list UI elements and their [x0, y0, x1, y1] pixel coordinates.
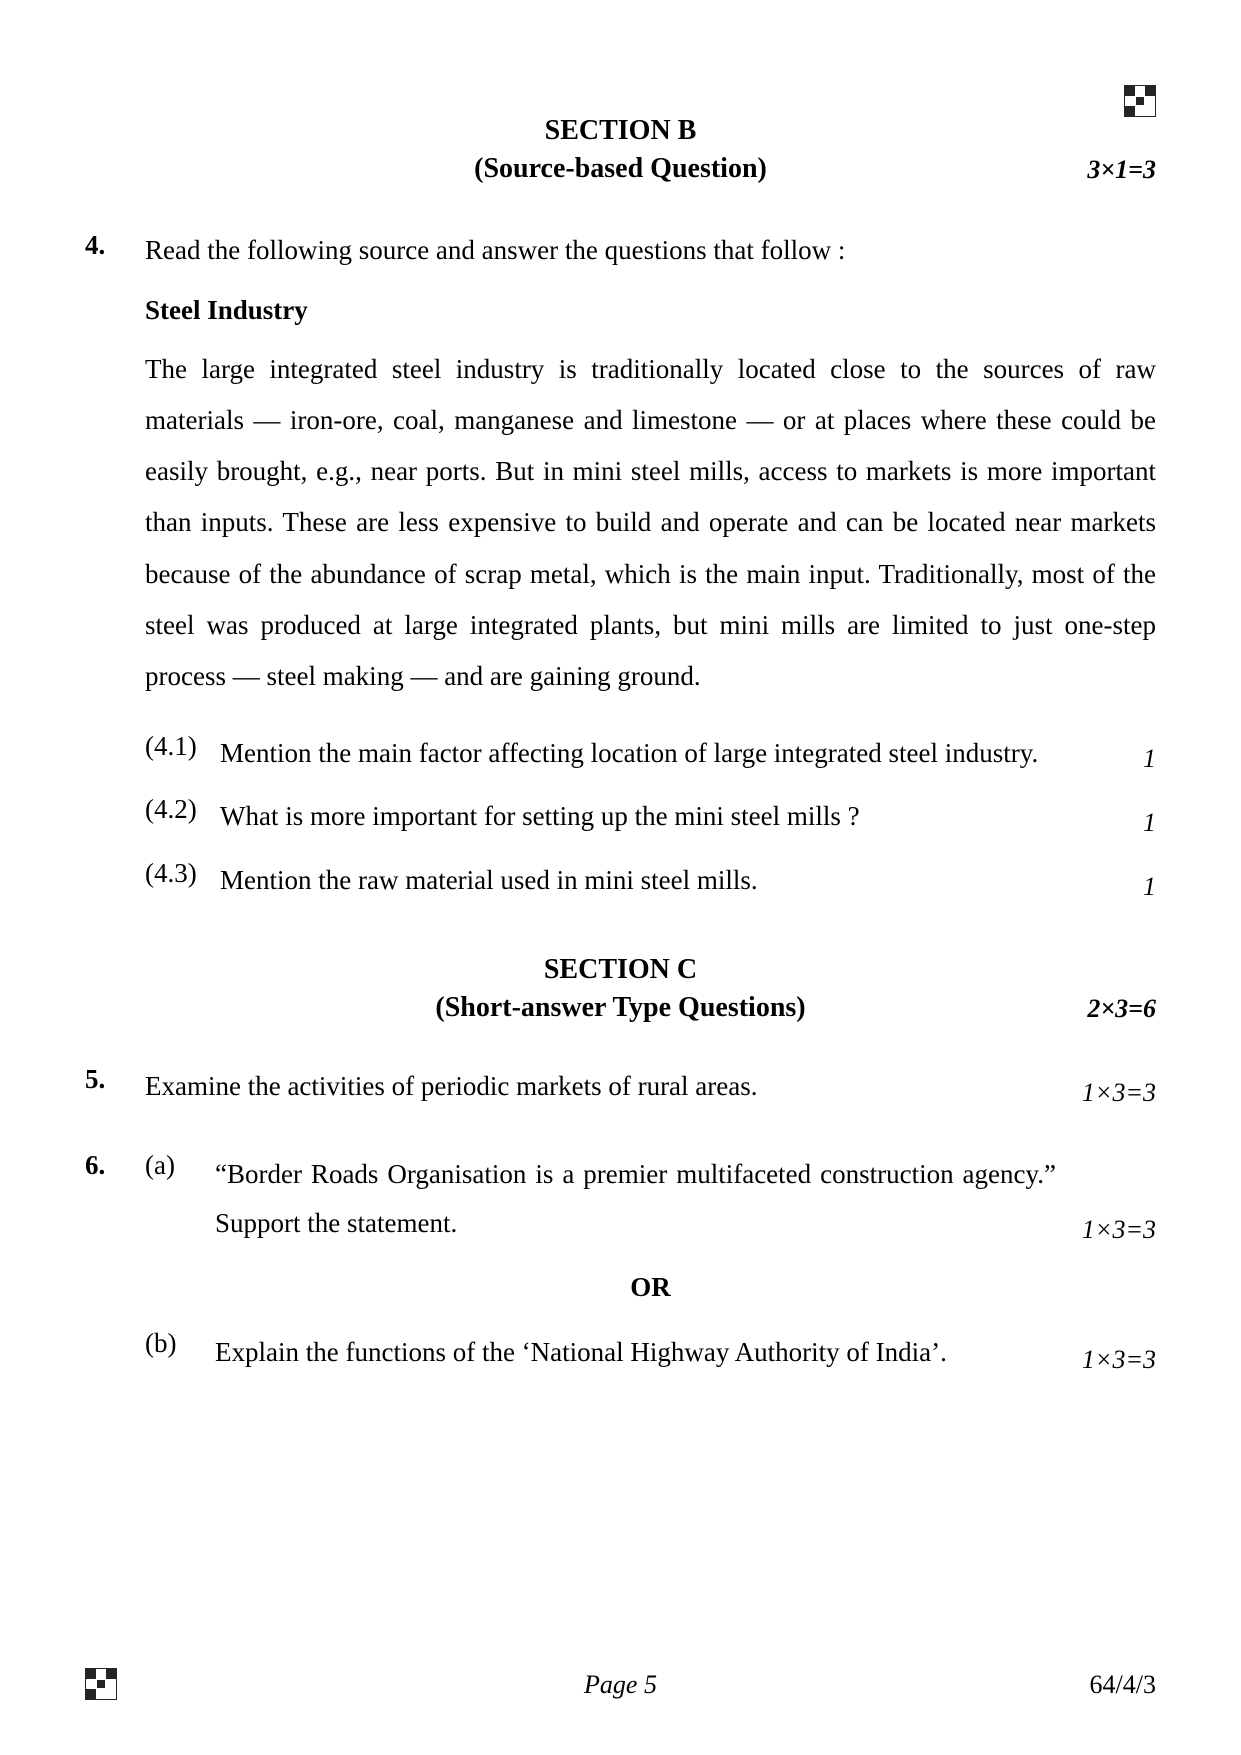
page-number: Page 5 [584, 1670, 657, 1700]
question-6-b-opt: (b) [145, 1328, 215, 1377]
section-b-marks: 3×1=3 [1087, 155, 1156, 185]
question-5-text: Examine the activities of periodic marke… [145, 1064, 1156, 1110]
sub-question-4-3-num: (4.3) [145, 858, 220, 904]
question-6-a-text: “Border Roads Organisation is a premier … [215, 1150, 1156, 1247]
sub-question-4-2-text: What is more important for setting up th… [220, 794, 1156, 840]
question-6-b-mark: 1×3=3 [1082, 1345, 1156, 1375]
question-4-passage: The large integrated steel industry is t… [145, 344, 1156, 703]
question-6-b-text: Explain the functions of the ‘National H… [215, 1328, 1156, 1377]
sub-question-4-2: (4.2) What is more important for setting… [145, 794, 1156, 840]
question-6: 6. (a) “Border Roads Organisation is a p… [85, 1150, 1156, 1377]
question-4-number: 4. [85, 230, 145, 904]
question-6-a: (a) “Border Roads Organisation is a prem… [145, 1150, 1156, 1247]
sub-question-4-1: (4.1) Mention the main factor affecting … [145, 731, 1156, 777]
sub-question-4-3-mark: 1 [1143, 872, 1156, 902]
section-b-subtitle: (Source-based Question) [85, 153, 1156, 185]
question-4-intro: Read the following source and answer the… [145, 230, 1156, 271]
section-c-subtitle: (Short-answer Type Questions) [85, 992, 1156, 1024]
sub-question-4-3: (4.3) Mention the raw material used in m… [145, 858, 1156, 904]
sub-question-4-2-num: (4.2) [145, 794, 220, 840]
question-4-body: Read the following source and answer the… [145, 230, 1156, 904]
section-b-title: SECTION B [85, 115, 1156, 147]
question-4: 4. Read the following source and answer … [85, 230, 1156, 904]
question-5-number: 5. [85, 1064, 145, 1110]
question-6-number: 6. [85, 1150, 145, 1377]
qr-code-top-icon [1124, 85, 1156, 117]
question-5-mark: 1×3=3 [1082, 1078, 1156, 1108]
sub-question-4-1-text: Mention the main factor affecting locati… [220, 731, 1156, 777]
page-footer: Page 5 [0, 1670, 1241, 1700]
section-c-marks: 2×3=6 [1087, 994, 1156, 1024]
section-c-title: SECTION C [85, 954, 1156, 986]
question-6-b: (b) Explain the functions of the ‘Nation… [145, 1328, 1156, 1377]
question-5: 5. Examine the activities of periodic ma… [85, 1064, 1156, 1110]
sub-question-4-2-mark: 1 [1143, 808, 1156, 838]
or-divider: OR [145, 1272, 1156, 1303]
question-4-heading: Steel Industry [145, 295, 1156, 326]
question-6-a-mark: 1×3=3 [1082, 1215, 1156, 1245]
sub-question-4-1-num: (4.1) [145, 731, 220, 777]
document-code: 64/4/3 [1090, 1670, 1156, 1700]
section-b-header: SECTION B (Source-based Question) 3×1=3 [85, 115, 1156, 185]
question-4-subs: (4.1) Mention the main factor affecting … [145, 731, 1156, 905]
sub-question-4-1-mark: 1 [1143, 744, 1156, 774]
question-6-a-opt: (a) [145, 1150, 215, 1247]
section-c-header: SECTION C (Short-answer Type Questions) … [85, 954, 1156, 1024]
question-6-body: (a) “Border Roads Organisation is a prem… [145, 1150, 1156, 1377]
sub-question-4-3-text: Mention the raw material used in mini st… [220, 858, 1156, 904]
